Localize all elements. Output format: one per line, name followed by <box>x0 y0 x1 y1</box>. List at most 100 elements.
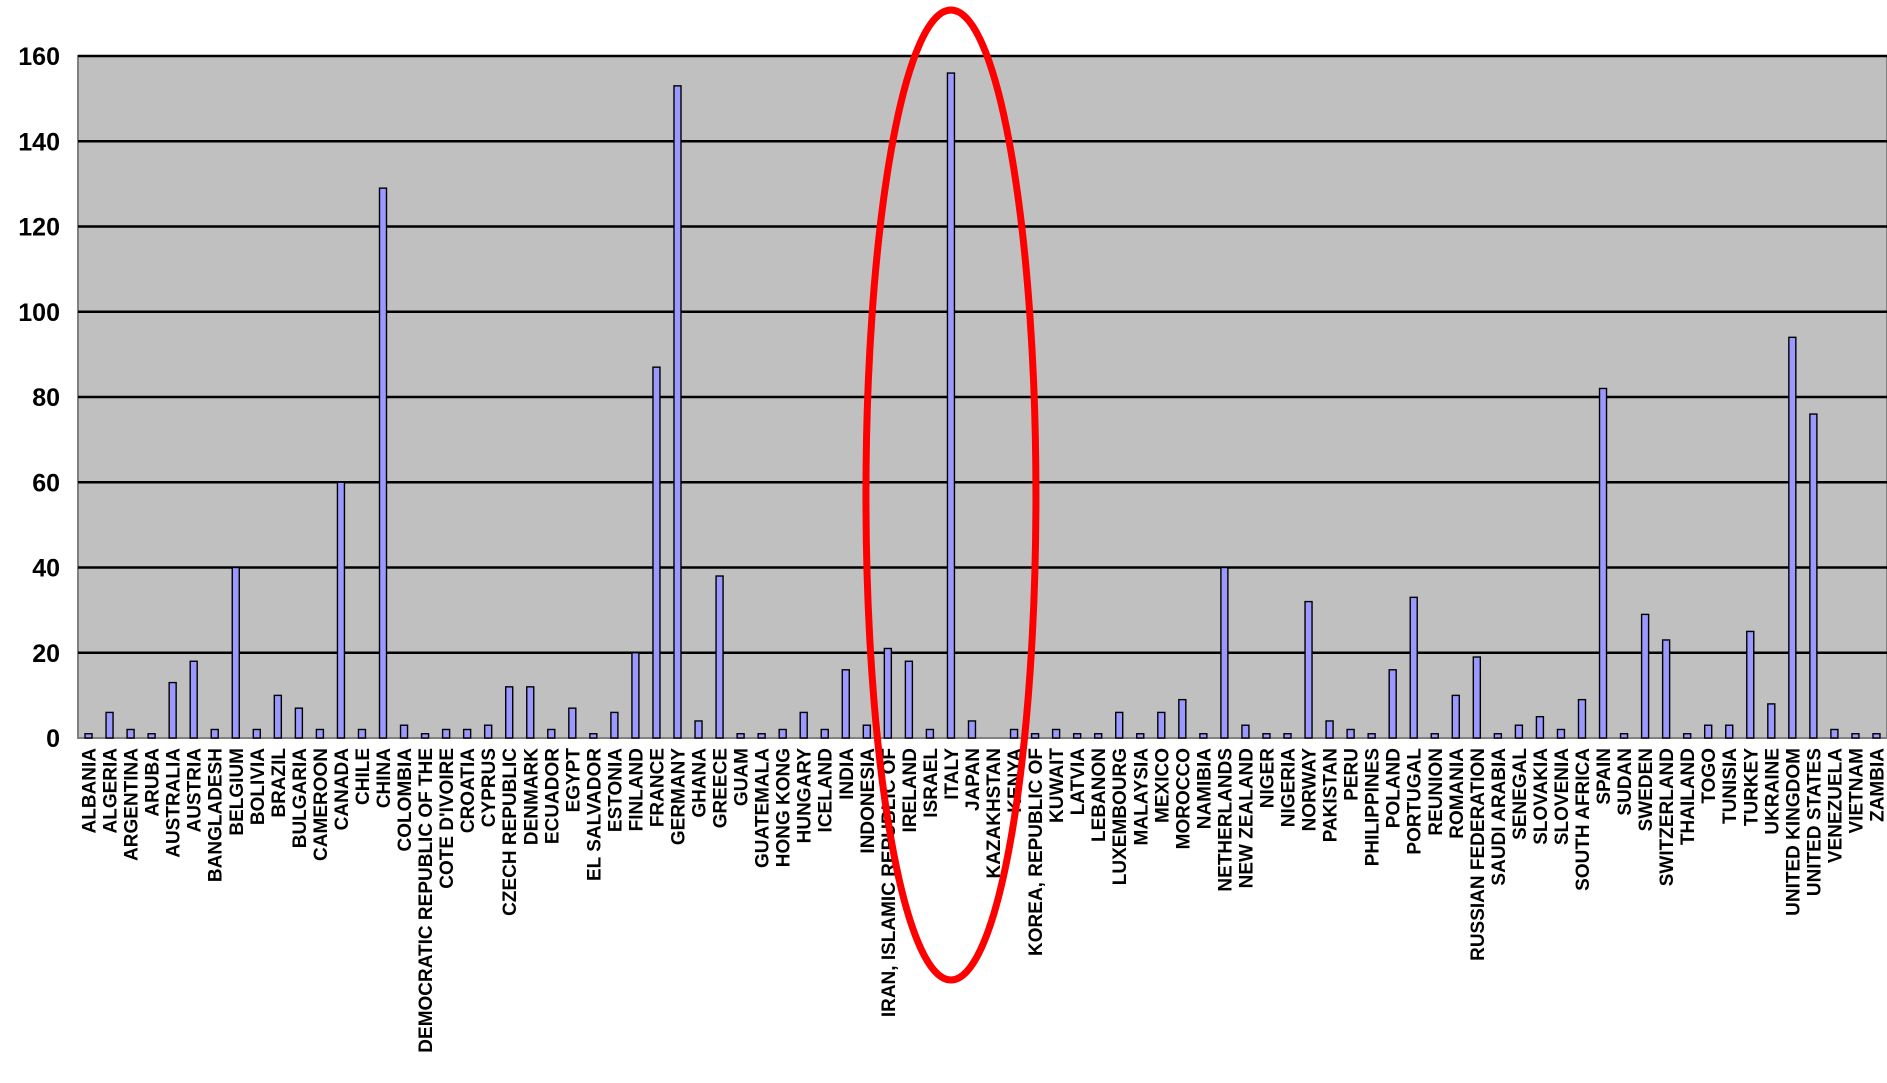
x-tick-label-ecuador: ECUADOR <box>542 748 563 844</box>
x-tick-label-egypt: EGYPT <box>563 748 584 813</box>
x-tick-label-netherlands: NETHERLANDS <box>1215 748 1236 892</box>
bar-russian-federation <box>1472 656 1482 739</box>
bar-democratic-republic-of-the <box>420 733 430 739</box>
x-tick-label-bulgaria: BULGARIA <box>290 748 311 849</box>
bar-czech-republic <box>505 686 514 739</box>
x-tick-label-guam: GUAM <box>732 748 753 806</box>
bar-israel <box>925 728 935 739</box>
x-tick-label-canada: CANADA <box>332 748 353 831</box>
x-tick-label-thailand: THAILAND <box>1678 748 1699 845</box>
x-tick-label-luxembourg: LUXEMBOURG <box>1110 748 1131 885</box>
x-tick-label-slovakia: SLOVAKIA <box>1531 748 1552 845</box>
x-tick-label-france: FRANCE <box>647 748 668 827</box>
x-tick-label-el-salvador: EL SALVADOR <box>584 748 605 881</box>
bar-italy <box>946 72 956 739</box>
x-tick-label-japan: JAPAN <box>963 748 984 811</box>
x-tick-label-latvia: LATVIA <box>1068 748 1089 815</box>
x-tick-label-mexico: MEXICO <box>1152 748 1173 823</box>
x-tick-label-slovenia: SLOVENIA <box>1552 748 1573 845</box>
x-tick-label-colombia: COLOMBIA <box>395 748 416 852</box>
x-tick-label-namibia: NAMIBIA <box>1194 748 1215 830</box>
x-tick-label-russian-federation: RUSSIAN FEDERATION <box>1468 748 1489 961</box>
bar-bulgaria <box>294 707 304 739</box>
bar-australia <box>168 681 177 739</box>
bar-cote-d-ivoire <box>441 728 451 739</box>
y-tick-label-40: 40 <box>32 555 60 583</box>
bar-netherlands <box>1220 566 1229 739</box>
x-tick-label-hong-kong: HONG KONG <box>774 748 795 867</box>
bar-thailand <box>1682 733 1692 739</box>
bar-germany <box>673 85 682 739</box>
bar-greece <box>715 575 724 739</box>
bar-hungary <box>799 711 808 739</box>
bar-iran-islamic-republic-of <box>883 647 893 739</box>
bar-turkey <box>1746 630 1755 739</box>
x-tick-label-sudan: SUDAN <box>1615 748 1636 816</box>
bar-south-africa <box>1577 698 1587 739</box>
x-tick-label-democratic-republic-of-the: DEMOCRATIC REPUBLIC OF THE <box>416 748 437 1053</box>
bar-croatia <box>462 728 472 739</box>
bar-mexico <box>1157 711 1166 739</box>
bar-lebanon <box>1093 733 1103 739</box>
bar-new-zealand <box>1241 724 1250 739</box>
x-tick-label-pakistan: PAKISTAN <box>1321 748 1342 842</box>
bar-united-states <box>1809 413 1818 739</box>
bar-slovenia <box>1556 728 1566 739</box>
x-tick-label-algeria: ALGERIA <box>101 748 122 834</box>
bar-ghana <box>694 720 703 739</box>
bar-france <box>652 366 661 739</box>
y-tick-label-20: 20 <box>32 640 60 668</box>
x-tick-label-morocco: MOROCCO <box>1173 748 1194 849</box>
x-tick-label-cyprus: CYPRUS <box>479 748 500 827</box>
x-tick-label-turkey: TURKEY <box>1741 748 1762 826</box>
x-tick-label-united-kingdom: UNITED KINGDOM <box>1783 748 1804 916</box>
x-tick-label-philippines: PHILIPPINES <box>1363 748 1384 866</box>
bar-reunion <box>1430 733 1439 739</box>
bar-brazil <box>273 694 283 739</box>
x-tick-label-croatia: CROATIA <box>458 748 479 833</box>
bar-india <box>841 669 850 739</box>
bar-iceland <box>820 728 829 739</box>
bar-hong-kong <box>778 728 787 739</box>
bar-sweden <box>1640 613 1650 739</box>
bar-venezuela <box>1830 728 1839 739</box>
y-tick-label-0: 0 <box>46 725 60 753</box>
bar-china <box>378 187 388 739</box>
x-tick-label-austria: AUSTRIA <box>185 748 206 833</box>
y-tick-label-80: 80 <box>32 384 60 412</box>
x-tick-label-sweden: SWEDEN <box>1636 748 1657 831</box>
bar-bolivia <box>252 728 262 739</box>
bar-denmark <box>526 686 535 739</box>
bar-albania <box>84 733 93 739</box>
y-tick-label-100: 100 <box>18 299 60 327</box>
x-tick-label-tunisia: TUNISIA <box>1720 748 1741 824</box>
bar-canada <box>336 481 346 739</box>
bars <box>84 72 1881 739</box>
x-tick-label-saudi-arabia: SAUDI ARABIA <box>1489 748 1510 886</box>
bar-belgium <box>231 566 240 739</box>
bar-zambia <box>1872 733 1881 739</box>
bar-kuwait <box>1051 728 1061 739</box>
x-axis-tick-labels: ALBANIA ALGERIA ARGENTINA ARUBA AUSTRALIA AUS… <box>80 748 1887 1053</box>
bar-togo <box>1703 724 1713 739</box>
highlight-ellipse <box>862 6 1040 984</box>
x-tick-label-belgium: BELGIUM <box>227 748 248 836</box>
bar-aruba <box>147 733 156 739</box>
x-tick-label-niger: NIGER <box>1257 748 1278 808</box>
bar-tunisia <box>1725 724 1734 739</box>
x-tick-label-india: INDIA <box>837 748 858 800</box>
annotations <box>862 6 1040 984</box>
x-tick-label-iceland: ICELAND <box>816 748 837 832</box>
bar-poland <box>1388 669 1397 739</box>
bar-namibia <box>1199 733 1208 739</box>
bar-spain <box>1598 387 1608 739</box>
x-tick-label-germany: GERMANY <box>668 748 689 845</box>
bar-peru <box>1346 728 1355 739</box>
x-tick-label-peru: PERU <box>1342 748 1363 801</box>
bar-austria <box>189 660 198 739</box>
x-tick-label-italy: ITALY <box>942 748 963 800</box>
bar-switzerland <box>1661 639 1671 739</box>
x-tick-label-cote-d-ivoire: COTE D'IVOIRE <box>437 748 458 889</box>
bar-sudan <box>1619 733 1629 739</box>
